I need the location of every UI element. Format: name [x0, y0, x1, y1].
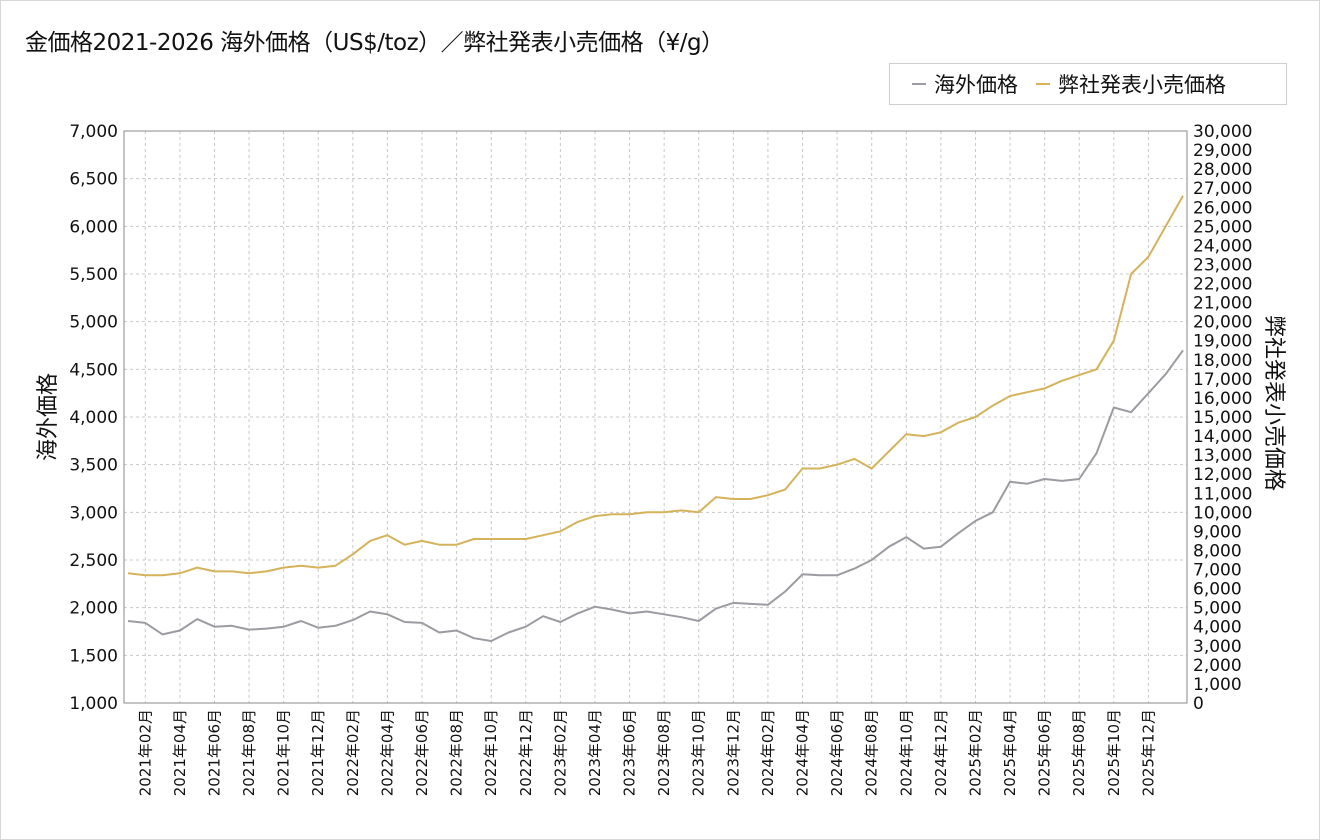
x-tick-label: 2024年08月 — [863, 709, 881, 796]
y-right-tick-label: 2,000 — [1193, 656, 1242, 676]
y-right-tick-label: 13,000 — [1193, 446, 1252, 466]
y-left-tick-label: 2,000 — [69, 599, 118, 619]
legend: 海外価格 弊社発表小売価格 — [889, 63, 1287, 105]
y-right-tick-label: 15,000 — [1193, 408, 1252, 428]
y-left-tick-label: 5,000 — [69, 313, 118, 333]
y-right-tick-label: 17,000 — [1193, 370, 1252, 390]
y-right-tick-label: 5,000 — [1193, 599, 1242, 619]
x-tick-label: 2022年10月 — [482, 709, 500, 796]
y-left-tick-label: 1,000 — [69, 694, 118, 714]
x-tick-label: 2024年10月 — [897, 709, 915, 796]
y-right-axis-title: 弊社発表小売価格 — [1261, 315, 1286, 491]
y-right-tick-label: 9,000 — [1193, 522, 1242, 542]
y-left-tick-label: 4,000 — [69, 408, 118, 428]
legend-label-overseas: 海外価格 — [934, 73, 1018, 97]
legend-label-retail: 弊社発表小売価格 — [1058, 73, 1226, 97]
x-tick-label: 2022年04月 — [378, 709, 396, 796]
y-right-tick-label: 30,000 — [1193, 122, 1252, 142]
y-right-tick-label: 3,000 — [1193, 637, 1242, 657]
y-left-tick-label: 6,000 — [69, 217, 118, 237]
x-tick-label: 2023年04月 — [586, 709, 604, 796]
y-left-tick-label: 4,500 — [69, 360, 118, 380]
y-right-tick-label: 11,000 — [1193, 484, 1252, 504]
legend-swatch-overseas — [912, 83, 926, 85]
y-right-tick-label: 21,000 — [1193, 294, 1252, 314]
x-tick-label: 2021年10月 — [275, 709, 293, 796]
y-right-tick-label: 22,000 — [1193, 275, 1252, 295]
x-tick-label: 2021年12月 — [309, 709, 327, 796]
y-right-tick-label: 23,000 — [1193, 255, 1252, 275]
legend-item-retail: 弊社発表小売価格 — [1036, 69, 1226, 99]
x-tick-label: 2025年08月 — [1070, 709, 1088, 796]
x-tick-label: 2021年08月 — [240, 709, 258, 796]
x-tick-label: 2021年04月 — [171, 709, 189, 796]
y-right-tick-label: 29,000 — [1193, 141, 1252, 161]
x-tick-label: 2022年02月 — [344, 709, 362, 796]
y-right-tick-label: 18,000 — [1193, 351, 1252, 371]
x-tick-label: 2022年08月 — [448, 709, 466, 796]
y-left-tick-label: 3,000 — [69, 503, 118, 523]
y-right-tick-label: 25,000 — [1193, 217, 1252, 237]
x-tick-label: 2025年02月 — [966, 709, 984, 796]
y-right-tick-label: 19,000 — [1193, 332, 1252, 352]
y-right-tick-label: 14,000 — [1193, 427, 1252, 447]
x-tick-label: 2022年12月 — [517, 709, 535, 796]
y-right-tick-label: 26,000 — [1193, 198, 1252, 218]
y-right-tick-label: 4,000 — [1193, 618, 1242, 638]
y-left-tick-label: 3,500 — [69, 456, 118, 476]
plot-area-border — [123, 130, 1188, 704]
x-tick-label: 2023年08月 — [655, 709, 673, 796]
x-tick-label: 2021年02月 — [136, 709, 154, 796]
x-tick-label: 2024年02月 — [759, 709, 777, 796]
y-right-tick-label: 24,000 — [1193, 236, 1252, 256]
y-right-tick-label: 7,000 — [1193, 561, 1242, 581]
y-left-tick-label: 7,000 — [69, 122, 118, 142]
x-tick-label: 2025年10月 — [1105, 709, 1123, 796]
x-tick-label: 2021年06月 — [205, 709, 223, 796]
y-left-tick-label: 6,500 — [69, 170, 118, 190]
chart-title: 金価格2021-2026 海外価格（US$/toz）／弊社発表小売価格（¥/g） — [25, 30, 724, 56]
y-left-tick-label: 1,500 — [69, 646, 118, 666]
x-tick-label: 2024年06月 — [828, 709, 846, 796]
x-tick-label: 2023年06月 — [621, 709, 639, 796]
series-line-retail — [127, 195, 1184, 577]
x-tick-label: 2025年06月 — [1036, 709, 1054, 796]
x-tick-label: 2025年04月 — [1001, 709, 1019, 796]
x-tick-label: 2024年04月 — [794, 709, 812, 796]
y-left-tick-label: 5,500 — [69, 265, 118, 285]
x-tick-label: 2023年10月 — [690, 709, 708, 796]
y-right-tick-label: 12,000 — [1193, 465, 1252, 485]
series-line-overseas — [127, 349, 1184, 642]
legend-swatch-retail — [1036, 83, 1050, 85]
y-left-axis-title: 海外価格 — [36, 373, 61, 461]
y-right-tick-label: 0 — [1193, 694, 1204, 714]
x-tick-label: 2024年12月 — [932, 709, 950, 796]
x-tick-label: 2023年02月 — [551, 709, 569, 796]
y-right-tick-label: 28,000 — [1193, 160, 1252, 180]
y-left-tick-label: 2,500 — [69, 551, 118, 571]
y-right-tick-label: 20,000 — [1193, 313, 1252, 333]
y-right-tick-label: 27,000 — [1193, 179, 1252, 199]
x-tick-label: 2023年12月 — [724, 709, 742, 796]
y-right-tick-label: 16,000 — [1193, 389, 1252, 409]
y-right-tick-label: 1,000 — [1193, 675, 1242, 695]
y-right-tick-label: 10,000 — [1193, 503, 1252, 523]
x-tick-label: 2025年12月 — [1139, 709, 1157, 796]
x-tick-label: 2022年06月 — [413, 709, 431, 796]
y-right-tick-label: 6,000 — [1193, 580, 1242, 600]
legend-item-overseas: 海外価格 — [912, 69, 1018, 99]
y-right-tick-label: 8,000 — [1193, 541, 1242, 561]
